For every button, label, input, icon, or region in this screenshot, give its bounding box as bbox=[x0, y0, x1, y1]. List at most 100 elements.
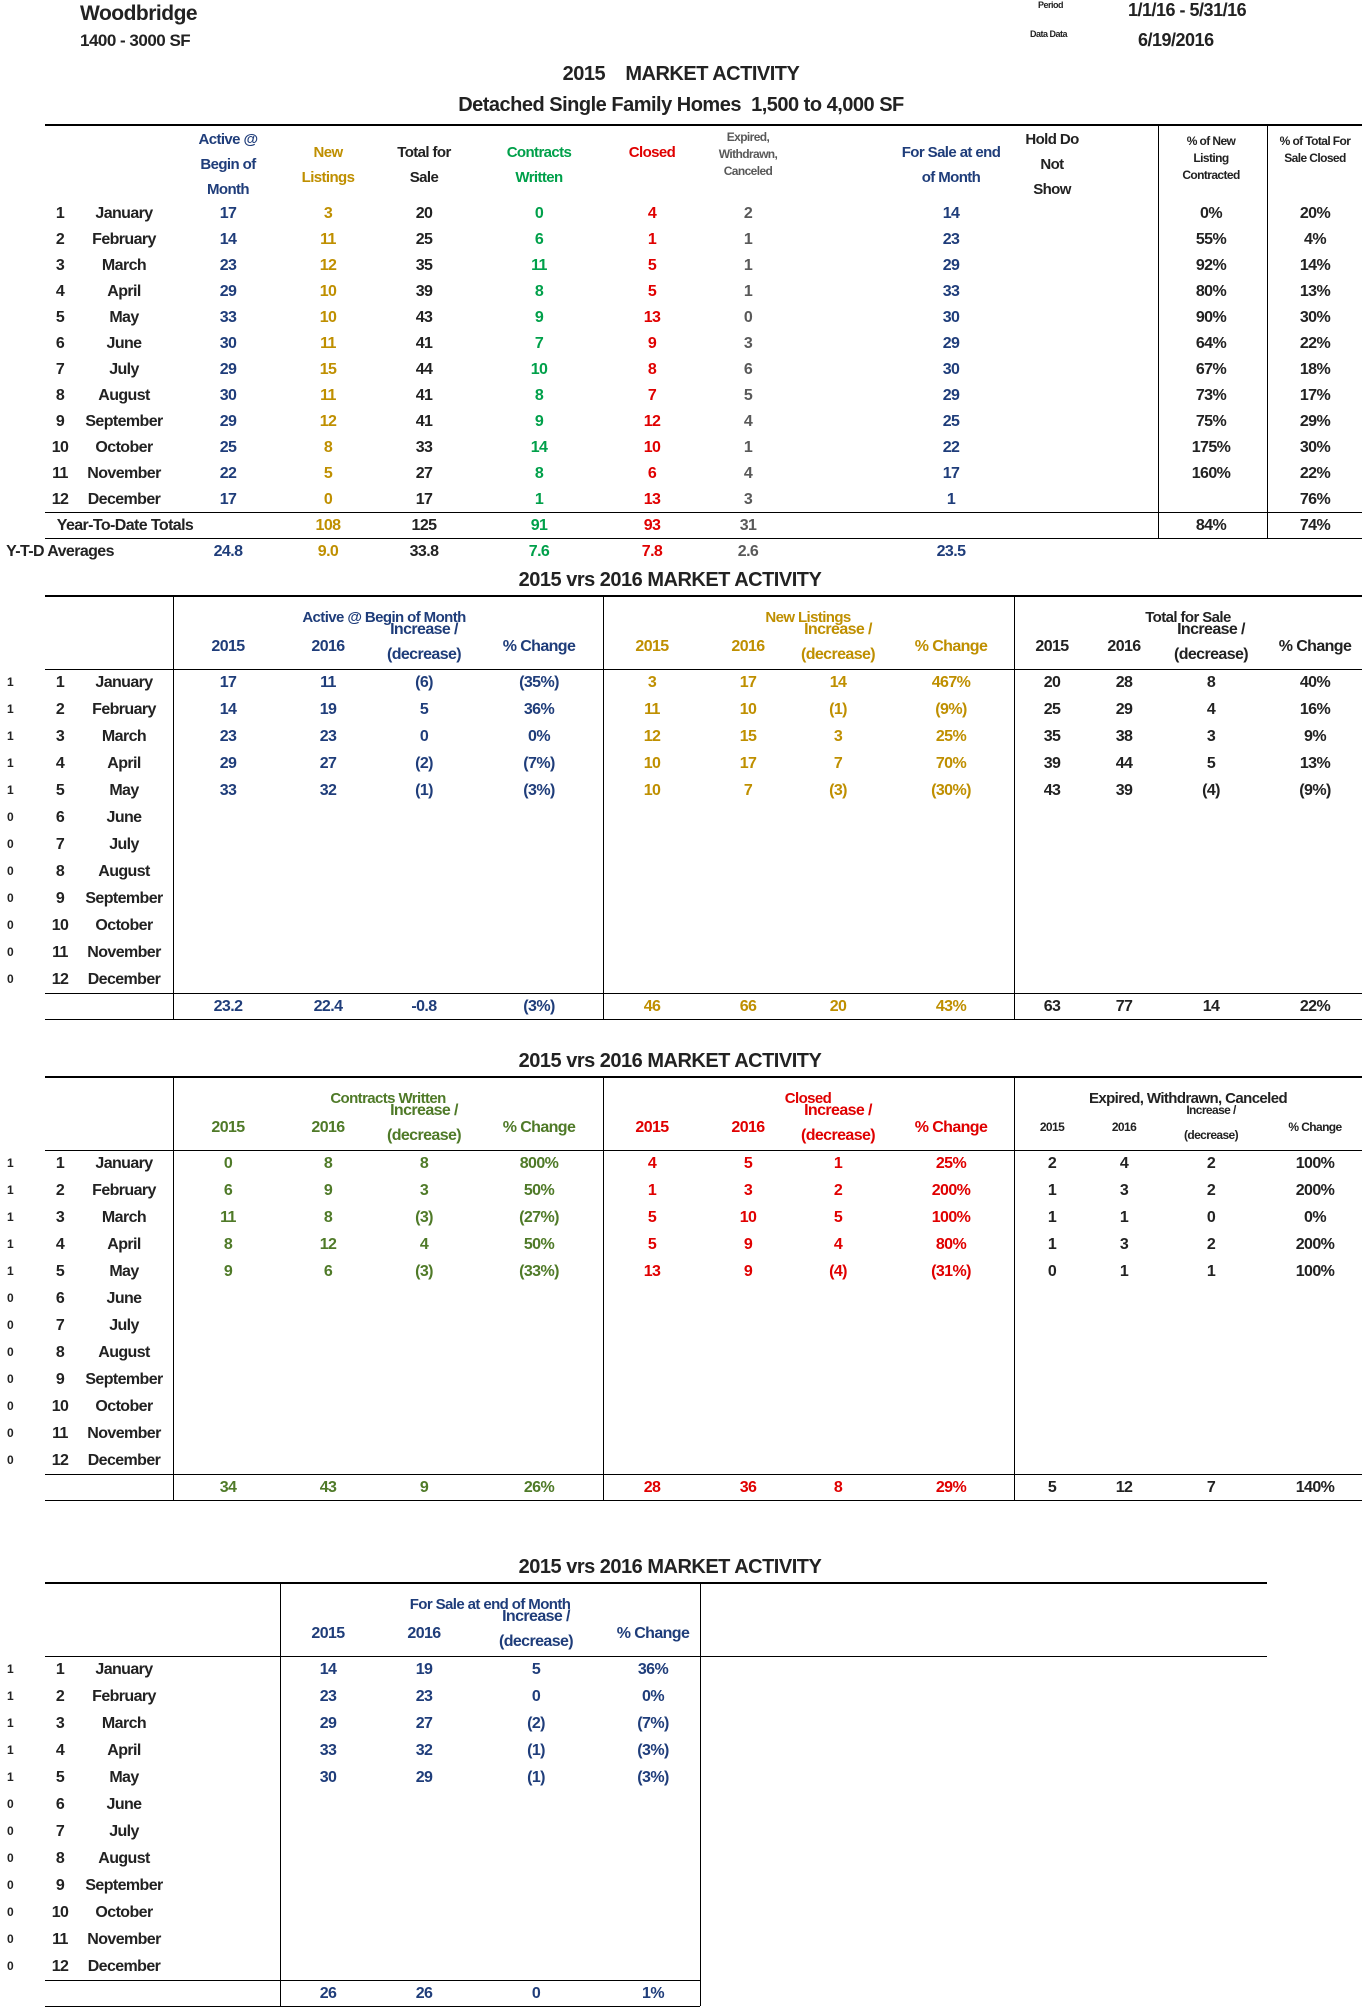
table1-cell: 4 bbox=[743, 413, 753, 430]
table1-cell: 80% bbox=[1195, 283, 1227, 300]
month-label: July bbox=[109, 1317, 139, 1334]
t2-total: 43% bbox=[935, 998, 967, 1015]
table1-cell: 8 bbox=[323, 439, 333, 456]
table1-cell: 5 bbox=[647, 283, 657, 300]
t4-sub-header: 2015 bbox=[311, 1625, 345, 1642]
table1-cell: 14 bbox=[219, 231, 237, 248]
month-number: 9 bbox=[55, 1371, 65, 1388]
t2-sub-header: 2015 bbox=[1035, 638, 1069, 655]
month-number: 2 bbox=[55, 701, 65, 718]
month-label: February bbox=[92, 231, 156, 248]
row-marker: 0 bbox=[6, 918, 14, 932]
table1-header: For Sale at end of Month bbox=[901, 144, 1001, 186]
month-label: October bbox=[95, 1398, 153, 1415]
month-number: 2 bbox=[55, 1688, 65, 1705]
row-marker: 1 bbox=[6, 675, 14, 689]
table1-header: % of Total For Sale Closed bbox=[1279, 134, 1351, 165]
t2-sub-header: 2015 bbox=[211, 638, 245, 655]
ytd-averages-label: Y-T-D Averages bbox=[6, 543, 114, 560]
t2-cell: 17 bbox=[219, 674, 237, 691]
table1-cell: 43 bbox=[415, 309, 433, 326]
t2-cell: 16% bbox=[1299, 701, 1331, 718]
row-marker: 0 bbox=[6, 945, 14, 959]
month-label: May bbox=[109, 782, 139, 799]
t3-total: 34 bbox=[219, 1479, 237, 1496]
t3-cell: 1 bbox=[833, 1155, 843, 1172]
divider bbox=[45, 1150, 1362, 1151]
t2-cell: (3%) bbox=[523, 782, 555, 799]
t2-cell: (30%) bbox=[931, 782, 971, 799]
t2-group-header: Total for Sale bbox=[1145, 609, 1231, 626]
row-marker: 0 bbox=[6, 1291, 14, 1305]
t3-total: 36 bbox=[739, 1479, 757, 1496]
t4-cell: (3%) bbox=[637, 1769, 669, 1786]
t3-cell: 2 bbox=[1047, 1155, 1057, 1172]
t2-cell: 35 bbox=[1043, 728, 1061, 745]
t2-cell: (9%) bbox=[935, 701, 967, 718]
month-label: July bbox=[109, 1823, 139, 1840]
t3-cell: 9 bbox=[743, 1263, 753, 1280]
t2-cell: 467% bbox=[931, 674, 971, 691]
table1-cell: 8 bbox=[534, 465, 544, 482]
month-number: 5 bbox=[55, 1769, 65, 1786]
t2-sub-header: 2015 bbox=[635, 638, 669, 655]
table1-cell: 6 bbox=[55, 335, 65, 352]
row-marker: 1 bbox=[6, 1210, 14, 1224]
t3-cell: 5 bbox=[647, 1236, 657, 1253]
table1-cell: 1 bbox=[647, 231, 657, 248]
t3-cell: 4 bbox=[833, 1236, 843, 1253]
month-number: 4 bbox=[55, 755, 65, 772]
table1-cell: 27 bbox=[415, 465, 433, 482]
table1-cell: 10 bbox=[319, 283, 337, 300]
t2-cell: 23 bbox=[319, 728, 337, 745]
table1-cell: 22% bbox=[1299, 335, 1331, 352]
month-label: January bbox=[95, 674, 153, 691]
month-number: 10 bbox=[51, 1904, 69, 1921]
t3-group-header: Expired, Withdrawn, Canceled bbox=[1088, 1090, 1288, 1107]
table1-cell: 22 bbox=[942, 439, 960, 456]
table1-cell: 30% bbox=[1299, 309, 1331, 326]
table1-cell: 2 bbox=[743, 205, 753, 222]
table1-cell: 160% bbox=[1191, 465, 1231, 482]
table1-cell: 55% bbox=[1195, 231, 1227, 248]
t2-cell: 4 bbox=[1206, 701, 1216, 718]
t2-cell: 7 bbox=[833, 755, 843, 772]
month-label: January bbox=[95, 1155, 153, 1172]
t2-total: 77 bbox=[1115, 998, 1133, 1015]
t3-total: 29% bbox=[935, 1479, 967, 1496]
t3-cell: 12 bbox=[319, 1236, 337, 1253]
month-label: September bbox=[85, 413, 163, 430]
table1-cell: 29 bbox=[942, 387, 960, 404]
row-marker: 0 bbox=[6, 1851, 14, 1865]
t2-cell: 19 bbox=[319, 701, 337, 718]
table1-cell: 10 bbox=[51, 439, 69, 456]
row-marker: 0 bbox=[6, 1399, 14, 1413]
table1-cell: 8 bbox=[534, 387, 544, 404]
month-label: March bbox=[101, 1715, 147, 1732]
table1-cell: 4 bbox=[647, 205, 657, 222]
t2-cell: 14 bbox=[219, 701, 237, 718]
t3-top-border bbox=[45, 1076, 1362, 1078]
t3-cell: 1 bbox=[647, 1182, 657, 1199]
t4-cell: (1) bbox=[527, 1769, 545, 1786]
t3-sub-header: 2016 bbox=[731, 1119, 765, 1136]
month-label: June bbox=[106, 809, 143, 826]
t2-cell: (7%) bbox=[523, 755, 555, 772]
table1-cell: 29 bbox=[219, 361, 237, 378]
month-label: February bbox=[92, 1182, 156, 1199]
table1-cell: 6 bbox=[647, 465, 657, 482]
month-label: August bbox=[98, 863, 150, 880]
month-label: April bbox=[107, 755, 141, 772]
t4-sub-header: % Change bbox=[616, 1625, 690, 1642]
month-number: 3 bbox=[55, 728, 65, 745]
t4-total: 26 bbox=[415, 1985, 433, 2002]
table1-cell: 5 bbox=[55, 309, 65, 326]
t2-cell: 17 bbox=[739, 674, 757, 691]
table1-cell: 39 bbox=[415, 283, 433, 300]
month-number: 12 bbox=[51, 1452, 69, 1469]
table1-cell: 8 bbox=[534, 283, 544, 300]
t3-cell: 5 bbox=[647, 1209, 657, 1226]
table1-cell: 175% bbox=[1191, 439, 1231, 456]
month-number: 5 bbox=[55, 782, 65, 799]
t3-sub-header: 2016 bbox=[1111, 1120, 1137, 1134]
